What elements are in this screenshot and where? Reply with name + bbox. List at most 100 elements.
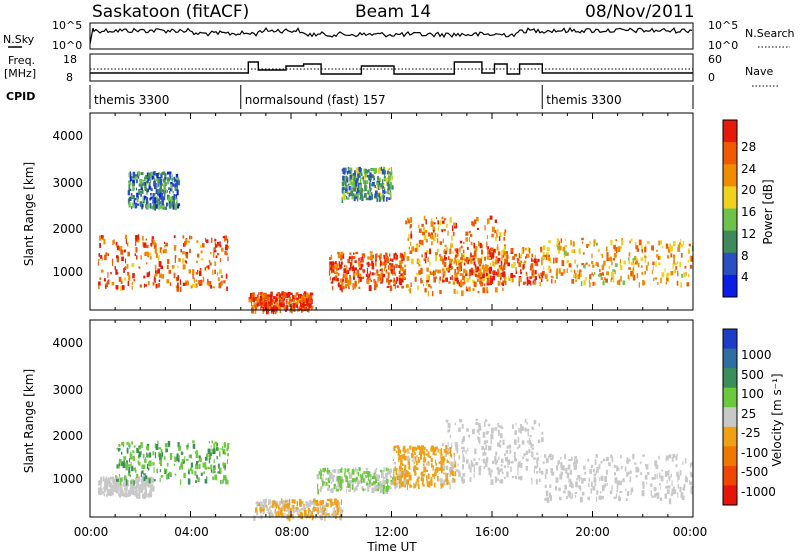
velocity-cell: [278, 504, 280, 510]
velocity-cell: [348, 476, 350, 479]
velocity-cell: [401, 467, 404, 471]
power-cell: [99, 235, 102, 241]
power-cell: [444, 255, 446, 258]
power-cell: [424, 259, 427, 264]
velocity-cell: [691, 462, 694, 466]
power-cell: [132, 273, 135, 279]
power-cell: [384, 170, 386, 175]
power-cell: [679, 262, 682, 268]
power-cell: [410, 233, 413, 239]
power-cell: [617, 246, 621, 252]
velocity-cell: [111, 477, 115, 482]
velocity-cell: [430, 463, 433, 468]
power-cell: [144, 195, 146, 201]
velocity-cell: [434, 469, 437, 474]
velocity-cell: [287, 503, 290, 509]
power-cell: [681, 273, 683, 278]
power-cell: [632, 266, 635, 271]
velocity-cell: [152, 451, 155, 456]
power-cell: [566, 268, 568, 273]
velocity-cell: [109, 493, 113, 497]
velocity-ytick: 4000: [52, 336, 83, 350]
velocity-cell: [656, 473, 658, 479]
power-cell: [470, 267, 474, 271]
velocity-cell: [679, 486, 682, 493]
velocity-cell: [351, 486, 354, 490]
velocity-cell: [613, 496, 616, 499]
velocity-cell: [402, 447, 405, 452]
power-cell: [263, 292, 267, 299]
power-cell: [348, 177, 351, 182]
velocity-cell: [336, 507, 339, 514]
power-cell: [676, 280, 679, 286]
power-cell: [356, 191, 358, 195]
power-cell: [380, 281, 383, 284]
velocity-cell: [546, 497, 550, 503]
power-cell: [226, 238, 229, 244]
velocity-cell: [119, 482, 121, 487]
power-cell: [526, 276, 529, 280]
velocity-cell: [369, 474, 371, 481]
velocity-cell: [683, 484, 686, 488]
velocity-cell: [220, 479, 222, 485]
power-cell: [340, 251, 344, 256]
power-cell: [455, 253, 457, 258]
power-cell: [346, 171, 349, 175]
velocity-cell: [262, 510, 265, 515]
power-cell: [390, 267, 392, 272]
velocity-cell: [120, 489, 122, 494]
velocity-cell: [143, 473, 146, 476]
velocity-cell: [625, 488, 627, 491]
velocity-cell: [149, 492, 153, 498]
power-cell: [350, 190, 353, 196]
power-cell: [653, 277, 655, 282]
power-cell: [429, 261, 431, 266]
power-cell: [532, 259, 535, 262]
power-cell: [272, 299, 275, 303]
velocity-cell: [352, 484, 354, 487]
velocity-cell: [437, 448, 439, 453]
velocity-cell: [339, 484, 342, 489]
power-cell: [289, 292, 293, 295]
power-cell: [441, 229, 444, 233]
velocity-cell: [394, 468, 398, 472]
power-cell: [282, 303, 285, 307]
velocity-cell: [550, 495, 552, 501]
power-cell: [353, 252, 355, 255]
power-cell: [330, 268, 333, 274]
velocity-cell: [649, 483, 653, 487]
velocity-cell: [325, 477, 328, 481]
power-cell: [271, 308, 273, 314]
power-cell: [277, 296, 280, 300]
power-cell: [472, 221, 475, 227]
power-cell: [361, 195, 364, 202]
power-cell: [380, 272, 384, 278]
velocity-cell: [564, 484, 567, 490]
velocity-cell: [676, 453, 678, 457]
power-cell: [160, 173, 163, 179]
velocity-cell: [269, 506, 271, 511]
power-cell: [347, 191, 350, 194]
power-cbar-tick: 24: [741, 162, 756, 176]
velocity-cell: [114, 480, 118, 485]
power-cell: [469, 269, 472, 276]
velocity-cell: [138, 482, 140, 487]
velocity-cell: [462, 464, 464, 470]
velocity-cell: [305, 501, 308, 507]
velocity-cell: [505, 450, 509, 454]
power-cell: [213, 250, 217, 253]
power-cell: [562, 246, 566, 252]
power-cell: [127, 190, 130, 196]
power-cell: [150, 256, 152, 260]
velocity-cell: [401, 463, 404, 466]
power-cell: [163, 189, 165, 194]
velocity-cell: [601, 489, 604, 492]
power-cell: [509, 278, 511, 282]
velocity-cell: [542, 461, 545, 464]
velocity-cell: [196, 460, 198, 465]
velocity-cell: [419, 450, 423, 456]
power-cell: [100, 255, 103, 259]
power-cell: [489, 275, 492, 279]
velocity-cell: [109, 482, 112, 486]
power-cell: [384, 258, 386, 263]
